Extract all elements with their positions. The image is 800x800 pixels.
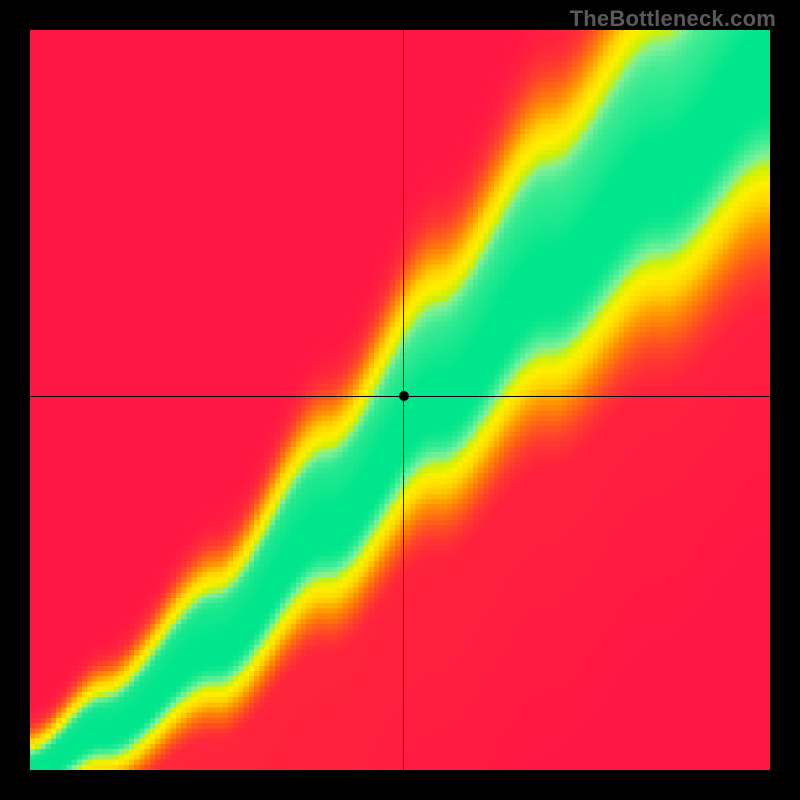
chart-container: TheBottleneck.com	[0, 0, 800, 800]
crosshair-point	[399, 391, 409, 401]
heatmap-plot	[30, 30, 770, 770]
watermark-text: TheBottleneck.com	[570, 6, 776, 32]
